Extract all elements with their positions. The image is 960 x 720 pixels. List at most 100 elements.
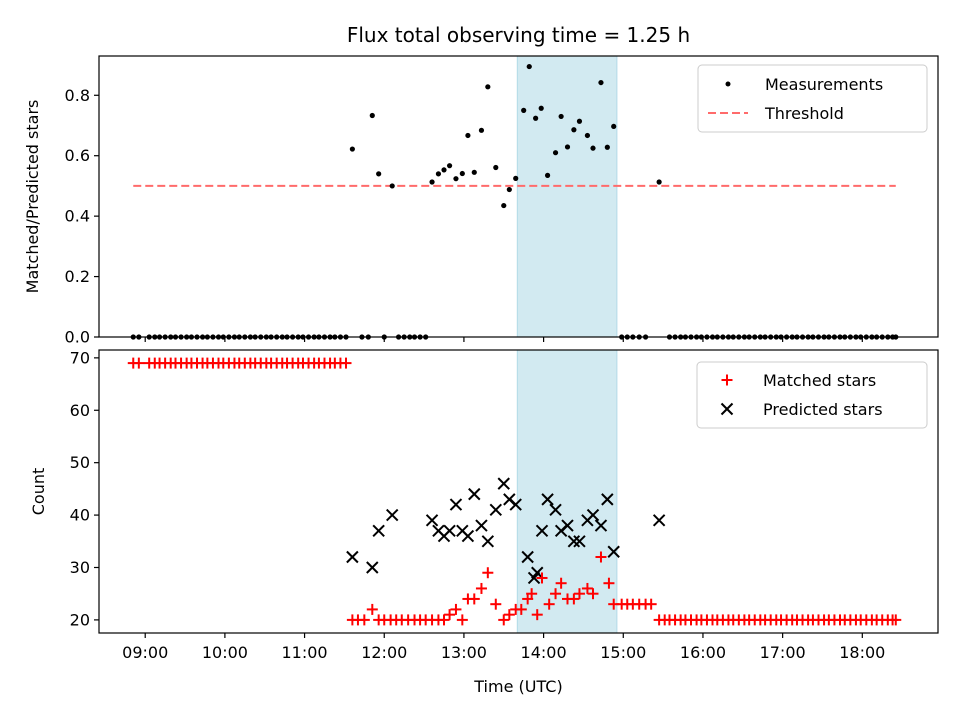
matched-star-point	[536, 572, 548, 584]
matched-star-point	[890, 614, 902, 626]
predicted-star-point	[386, 508, 399, 522]
x-axis-label: Time (UTC)	[473, 677, 562, 696]
measurement-point	[611, 123, 617, 130]
predicted-star-point	[468, 487, 481, 501]
measurement-point	[656, 179, 662, 185]
matched-star-point	[503, 609, 515, 621]
measurement-point	[349, 146, 355, 152]
measurement-point	[552, 150, 559, 156]
x-tick-label: 09:00	[122, 643, 168, 662]
predicted-star-point	[475, 519, 488, 532]
top-y-tick-label: 0.8	[65, 86, 90, 105]
matched-star-point	[468, 593, 480, 605]
x-tick-label: 11:00	[282, 643, 328, 662]
measurement-point	[544, 172, 551, 178]
predicted-star-point	[601, 493, 614, 506]
predicted-star-point	[461, 529, 475, 543]
top-y-tick-label: 0.0	[65, 328, 90, 347]
predicted-star-point	[573, 535, 586, 548]
predicted-star-point	[561, 519, 574, 532]
matched-star-point	[456, 614, 468, 626]
bottom-y-tick-label: 30	[70, 558, 90, 577]
predicted-star-point	[652, 514, 666, 527]
bottom-y-ticks: 20 30 40 50 60 70	[70, 348, 99, 629]
bottom-x-ticks: 09:00 10:00 11:00 12:00 13:00 14:00 15:00 16:00…	[122, 633, 885, 662]
matched-star-point	[438, 614, 450, 626]
measurement-point	[441, 167, 447, 173]
measurement-points	[130, 63, 899, 340]
legend-matched-marker	[721, 374, 733, 386]
measurement-point	[506, 186, 512, 193]
measurement-point	[526, 63, 532, 70]
predicted-star-point	[541, 493, 554, 506]
legend-predicted-glyph	[720, 402, 734, 416]
x-tick-label: 10:00	[202, 643, 248, 662]
top-y-axis-label: Matched/Predicted stars	[23, 100, 42, 294]
matched-star-point	[645, 598, 657, 610]
measurement-point	[590, 145, 596, 151]
x-tick-label: 18:00	[839, 643, 885, 662]
measurement-point	[513, 175, 519, 181]
matched-star-point	[587, 588, 599, 600]
top-axes-frame	[98, 55, 939, 338]
predicted-star-point	[425, 514, 439, 527]
top-legend-box	[697, 64, 928, 133]
top-panel: 0.00.20.40.60.8 Matched/Predicted stars …	[23, 55, 939, 347]
measurement-point	[446, 163, 453, 169]
measurement-point	[604, 144, 610, 150]
legend-measurements-label: Measurements	[765, 75, 883, 94]
measurement-point	[598, 79, 604, 86]
predicted-star-point	[509, 498, 522, 511]
top-y-tick-label: 0.2	[65, 267, 90, 286]
x-tick-label: 15:00	[600, 643, 646, 662]
measurement-point	[564, 144, 571, 150]
measurement-point	[576, 118, 583, 124]
matched-star-point	[555, 577, 567, 589]
matched-star-point	[482, 567, 494, 579]
x-tick-label: 14:00	[521, 643, 567, 662]
predicted-star-point	[586, 508, 600, 522]
legend-matched-label: Matched stars	[763, 371, 876, 390]
measurement-point	[501, 202, 507, 209]
measurement-point	[485, 84, 491, 90]
predicted-star-point	[481, 535, 495, 548]
bottom-panel: 20 30 40 50 60 70 09:00 10:00 11:00 12:00 13:00 14…	[29, 348, 939, 696]
matched-star-point	[581, 582, 593, 594]
matched-star-point	[515, 603, 527, 615]
measurement-point	[453, 176, 459, 182]
matched-star-point	[550, 588, 562, 600]
x-tick-label: 17:00	[760, 643, 806, 662]
matched-star-point	[603, 577, 615, 589]
bottom-y-tick-label: 20	[70, 610, 90, 629]
bottom-y-tick-label: 60	[70, 401, 90, 420]
matched-star-point	[543, 598, 555, 610]
x-tick-label: 12:00	[361, 643, 407, 662]
measurement-point	[478, 127, 485, 133]
predicted-star-point	[366, 561, 379, 574]
bottom-legend-box	[696, 361, 928, 429]
measurement-point	[459, 170, 465, 177]
measurement-point	[584, 132, 591, 139]
predicted-star-point	[567, 535, 581, 548]
bottom-y-tick-label: 70	[70, 348, 90, 367]
measurement-point	[538, 105, 544, 111]
legend-matched-glyph	[721, 374, 733, 386]
matched-star-point	[568, 593, 580, 605]
x-tick-label: 16:00	[680, 643, 726, 662]
matched-star-point	[133, 357, 145, 369]
legend-predicted-marker	[720, 402, 734, 416]
matched-star-point	[498, 614, 510, 626]
top-y-tick-label: 0.4	[65, 207, 90, 226]
matched-star-point	[573, 588, 585, 600]
matched-star-point	[340, 357, 352, 369]
top-highlight-band	[516, 55, 618, 338]
count-points	[127, 357, 902, 626]
measurement-point	[571, 127, 577, 133]
measurement-point	[558, 113, 564, 120]
predicted-star-point	[443, 524, 456, 538]
measurement-point	[493, 164, 499, 171]
matched-star-point	[444, 609, 456, 621]
predicted-star-point	[346, 550, 359, 564]
measurement-point	[429, 179, 435, 185]
